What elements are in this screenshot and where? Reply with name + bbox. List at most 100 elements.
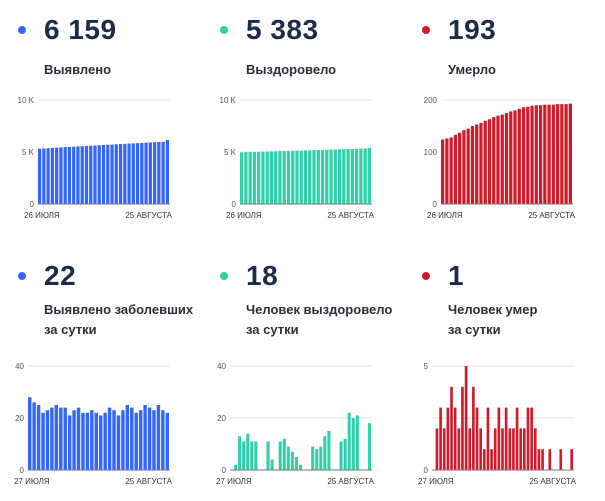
x-tick-label-end: 25 АВГУСТА [528, 211, 575, 220]
bar [250, 441, 254, 470]
bar [246, 433, 250, 470]
bar [442, 428, 446, 470]
bar [93, 145, 97, 204]
bar [274, 151, 278, 204]
chart-recovered: 10 K 5 K 0 26 ИЮЛЯ 25 АВГУСТА [220, 96, 375, 220]
bar [327, 431, 331, 470]
bar [458, 132, 462, 204]
bar [138, 410, 143, 470]
y-tick-label: 0 [424, 466, 429, 475]
bar [343, 438, 347, 470]
bar [140, 142, 144, 204]
bar [568, 103, 572, 204]
bar [148, 142, 152, 204]
y-tick-label: 5 [424, 362, 429, 371]
bar [479, 428, 482, 470]
bar [99, 415, 103, 470]
bar [144, 142, 148, 204]
bar [543, 104, 547, 204]
bar [320, 149, 325, 204]
bar [512, 428, 515, 470]
bar [504, 407, 508, 470]
panel-recovered-daily: 18 Человек выздоровело за сутки [220, 258, 420, 498]
chart-deaths-daily: 5 0 27 ИЮЛЯ 25 АВГУСТА [418, 362, 577, 486]
bar [466, 128, 470, 204]
y-tick-label: 0 [20, 466, 25, 475]
y-tick-label: 200 [424, 96, 438, 105]
bar [45, 410, 50, 470]
bar [50, 407, 54, 470]
bar [347, 412, 351, 470]
bar [110, 144, 114, 204]
bar [533, 428, 537, 470]
legend-dot-icon [18, 272, 26, 280]
x-tick-label-start: 27 ИЮЛЯ [216, 477, 252, 486]
bar [84, 145, 89, 204]
x-tick-label-start: 26 ИЮЛЯ [226, 211, 262, 220]
bar [475, 124, 479, 204]
bar [521, 107, 526, 204]
bar [517, 108, 521, 204]
bar [537, 449, 541, 470]
bar [123, 143, 127, 204]
bar [530, 407, 533, 470]
bar [555, 104, 560, 204]
bar [541, 449, 544, 470]
bar [36, 405, 41, 470]
bar [131, 143, 135, 204]
legend-dot-icon [422, 272, 430, 280]
bar [530, 105, 534, 204]
bar [492, 117, 496, 204]
bar [497, 407, 501, 470]
bar [570, 449, 573, 470]
y-tick-label: 0 [222, 466, 227, 475]
bar [482, 449, 486, 470]
total-value: 1 [448, 260, 465, 291]
x-tick-label-end: 25 АВГУСТА [125, 211, 172, 220]
bar [161, 410, 165, 470]
x-tick-label-start: 26 ИЮЛЯ [24, 211, 60, 220]
legend-dot-icon [220, 272, 228, 280]
bar [103, 412, 107, 470]
bar [114, 144, 118, 204]
y-tick-label: 40 [15, 362, 24, 371]
bar [363, 148, 367, 204]
bar [112, 410, 116, 470]
bar [559, 449, 563, 470]
bar [130, 407, 134, 470]
bar [564, 104, 568, 204]
bar [244, 152, 248, 204]
metric-label: Человек умер за сутки [448, 302, 538, 337]
legend-dot-icon [220, 26, 228, 34]
bar [461, 386, 464, 470]
legend-dot-icon [422, 26, 430, 34]
y-tick-label: 5 K [224, 148, 237, 157]
bar [470, 126, 475, 204]
bar [351, 418, 355, 470]
total-value: 193 [448, 14, 497, 45]
bar [308, 150, 312, 204]
bar [261, 151, 265, 204]
bar [89, 145, 93, 204]
panel-recovered: 5 383 Выздоровело [220, 12, 420, 252]
bar [282, 438, 286, 470]
bar [450, 386, 453, 470]
bar [457, 428, 461, 470]
bar [254, 441, 258, 470]
chart-recovered-daily: 40 20 0 27 ИЮЛЯ 25 АВГУСТА [216, 362, 375, 486]
bar [560, 104, 564, 204]
bar [316, 149, 320, 204]
bar [152, 142, 157, 204]
bar [294, 457, 298, 470]
bar [496, 115, 500, 204]
bar [76, 146, 80, 204]
y-tick-label: 0 [433, 200, 438, 209]
bar [90, 410, 94, 470]
bar [504, 113, 509, 204]
bar [319, 446, 323, 470]
bar [32, 402, 36, 470]
bar [453, 134, 458, 204]
bar [312, 150, 316, 204]
bar [76, 407, 81, 470]
bar [156, 405, 161, 470]
